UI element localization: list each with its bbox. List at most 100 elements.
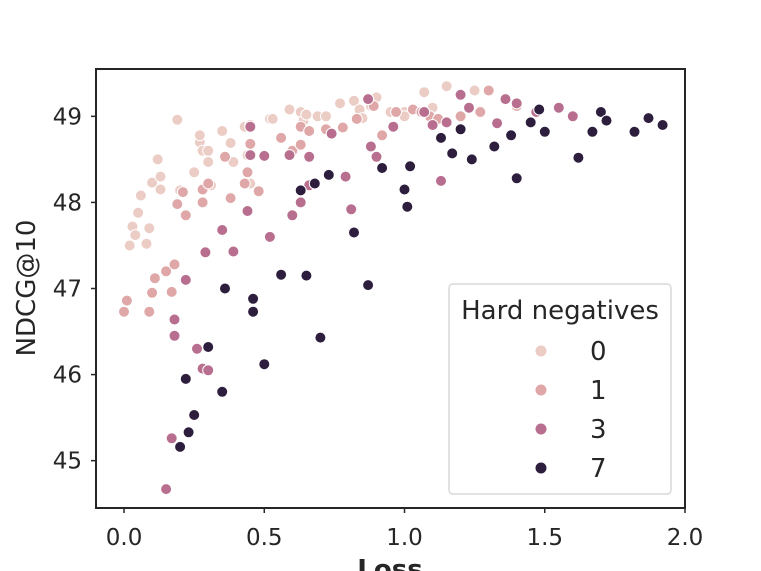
data-point-hn7 [401,200,414,213]
data-point-hn1 [244,137,257,150]
data-point-hn1 [252,185,265,198]
data-point-hn3 [165,432,178,445]
data-point-hn3 [325,127,338,140]
data-point-hn7 [258,358,271,371]
data-point-hn0 [224,137,237,149]
data-point-hn7 [182,426,195,439]
data-point-hn7 [362,279,375,292]
data-point-hn7 [179,372,192,385]
data-point-hn3 [244,149,257,162]
data-point-hn1 [176,186,189,199]
data-point-hn0 [468,84,481,97]
data-point-hn3 [362,93,375,106]
data-point-hn7 [322,168,335,181]
data-point-hn7 [524,116,537,129]
y-tick-label: 49 [53,104,82,130]
y-axis-ticks: 45 46 47 48 49 [53,104,96,475]
data-point-hn3 [241,205,254,217]
legend: Hard negatives 0 1 3 7 [448,283,672,495]
data-point-hn1 [146,286,159,299]
points-layer [118,80,669,496]
legend-marker-hn1 [534,383,548,397]
y-axis-label: NDCG@10 [12,220,42,357]
data-point-hn7 [202,341,215,353]
data-point-hn1 [179,209,192,222]
data-point-hn0 [300,108,313,121]
data-point-hn1 [336,121,349,134]
legend-label-hn7: 7 [590,454,607,484]
data-point-hn3 [168,313,181,326]
data-point-hn7 [533,103,546,116]
data-point-hn7 [188,409,201,421]
legend-title: Hard negatives [461,296,659,326]
data-point-hn1 [160,265,173,278]
data-point-hn1 [275,131,288,144]
x-tick-label: 0.5 [246,525,283,551]
data-point-hn3 [364,140,377,153]
data-point-hn1 [224,192,237,205]
data-point-hn7 [376,162,389,174]
legend-marker-hn0 [534,344,548,358]
data-point-hn0 [188,166,201,179]
data-point-hn0 [320,110,332,123]
y-tick-label: 47 [53,277,82,303]
data-point-hn3 [491,117,504,130]
data-point-hn0 [202,156,215,168]
data-point-hn3 [463,101,475,114]
data-point-hn0 [146,176,159,189]
x-axis-label: Loss [357,555,422,571]
data-point-hn0 [140,237,153,250]
data-point-hn3 [191,342,203,355]
data-point-hn3 [499,93,512,106]
legend-box [448,283,672,495]
data-point-hn3 [179,273,192,286]
data-point-hn7 [398,183,411,196]
data-point-hn3 [440,116,453,129]
data-point-hn3 [345,203,358,216]
data-point-hn1 [238,177,251,190]
data-point-hn7 [308,177,321,190]
data-point-hn7 [216,385,229,398]
data-point-hn0 [143,222,156,235]
data-point-hn3 [510,97,523,110]
data-point-hn1 [118,305,130,318]
data-point-hn7 [446,147,459,160]
data-point-hn3 [168,329,181,342]
x-tick-label: 1.0 [386,525,423,551]
data-point-hn1 [143,305,156,318]
data-point-hn3 [303,150,316,163]
legend-label-hn0: 0 [590,337,607,367]
data-point-hn3 [387,120,400,133]
data-point-hn0 [334,97,346,110]
data-point-hn0 [154,183,167,196]
data-point-hn7 [488,140,501,153]
data-point-hn3 [294,196,307,209]
data-point-hn1 [390,106,403,118]
data-point-hn1 [376,129,389,142]
data-point-hn7 [572,151,585,164]
data-point-hn1 [168,258,181,271]
data-point-hn3 [244,120,257,133]
data-point-hn1 [303,125,316,137]
data-point-hn1 [219,150,231,163]
data-point-hn1 [294,138,307,151]
data-point-hn1 [120,294,133,307]
data-point-hn3 [202,364,215,377]
data-point-hn3 [160,483,173,496]
data-point-hn3 [283,149,296,162]
data-point-hn3 [370,150,383,163]
data-point-hn1 [482,84,495,97]
data-point-hn0 [123,239,136,252]
data-point-hn7 [435,131,447,144]
data-point-hn7 [538,125,551,138]
data-point-hn7 [348,226,360,239]
data-point-hn3 [263,230,276,243]
data-point-hn0 [132,206,145,219]
data-point-hn1 [148,272,161,285]
legend-items: 0 1 3 7 [534,337,607,484]
data-point-hn7 [586,125,599,138]
data-point-hn7 [454,123,467,136]
legend-marker-hn3 [534,422,548,436]
data-point-hn7 [628,125,641,138]
data-point-hn3 [216,224,229,236]
